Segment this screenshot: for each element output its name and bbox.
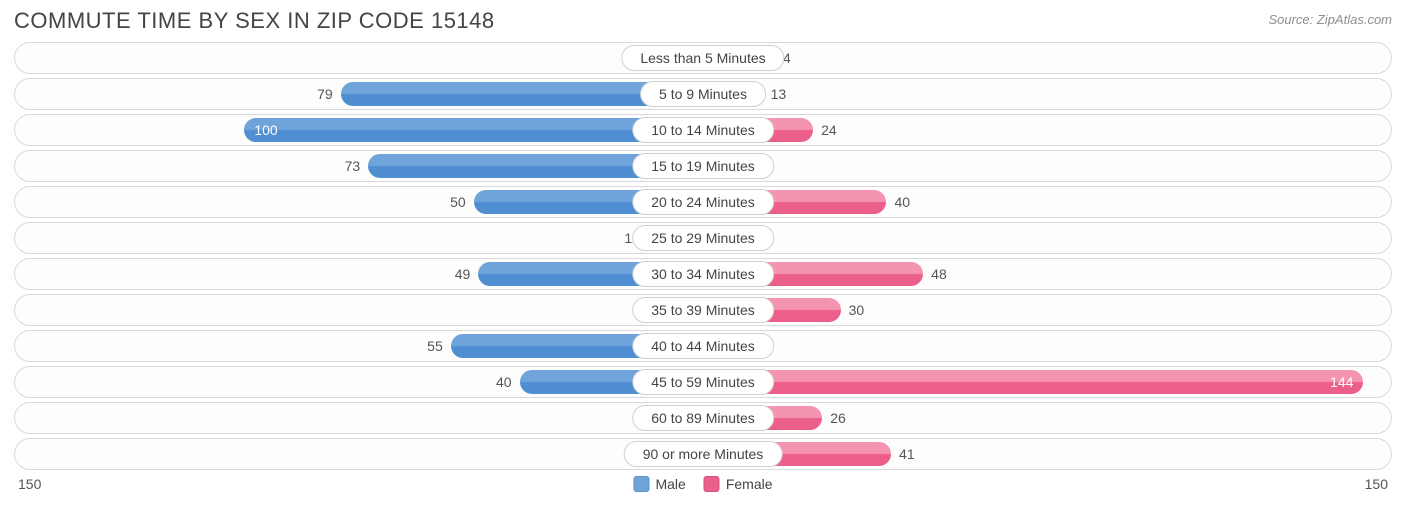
source-attribution: Source: ZipAtlas.com (1268, 8, 1392, 27)
male-half: 8 (15, 439, 703, 469)
female-value-label: 24 (813, 122, 845, 138)
male-half: 50 (15, 187, 703, 217)
category-label: 45 to 59 Minutes (632, 369, 774, 395)
category-label: 5 to 9 Minutes (640, 81, 766, 107)
table-row: 40 144 45 to 59 Minutes (14, 366, 1392, 398)
table-row: 5 30 35 to 39 Minutes (14, 294, 1392, 326)
female-half: 9 (703, 331, 1391, 361)
category-label: 60 to 89 Minutes (632, 405, 774, 431)
female-half: 14 (703, 43, 1391, 73)
female-half: 144 (703, 367, 1391, 397)
legend-female-label: Female (726, 476, 773, 492)
legend-male-label: Male (655, 476, 685, 492)
female-value-label: 13 (763, 86, 795, 102)
male-swatch-icon (633, 476, 649, 492)
x-axis: 150 Male Female 150 (0, 474, 1406, 492)
category-label: 25 to 29 Minutes (632, 225, 774, 251)
table-row: 3 26 60 to 89 Minutes (14, 402, 1392, 434)
table-row: 79 135 to 9 Minutes (14, 78, 1392, 110)
male-value-label: 50 (442, 194, 474, 210)
female-half: 4 (703, 223, 1391, 253)
category-label: 30 to 34 Minutes (632, 261, 774, 287)
legend-item-male: Male (633, 476, 685, 492)
table-row: 12425 to 29 Minutes (14, 222, 1392, 254)
female-value-label: 26 (822, 410, 854, 426)
female-value-label: 40 (886, 194, 918, 210)
female-value-label: 41 (891, 446, 923, 462)
male-value-label: 79 (309, 86, 341, 102)
header: COMMUTE TIME BY SEX IN ZIP CODE 15148 So… (0, 0, 1406, 38)
table-row: 73 215 to 19 Minutes (14, 150, 1392, 182)
legend-item-female: Female (704, 476, 773, 492)
male-value-label: 55 (419, 338, 451, 354)
male-half: 40 (15, 367, 703, 397)
female-half: 26 (703, 403, 1391, 433)
category-label: 40 to 44 Minutes (632, 333, 774, 359)
female-half: 24 (703, 115, 1391, 145)
female-value-label: 48 (923, 266, 955, 282)
axis-left-max: 150 (18, 476, 41, 492)
male-half: 5 (15, 295, 703, 325)
female-half: 13 (703, 79, 1391, 109)
female-half: 30 (703, 295, 1391, 325)
chart-title: COMMUTE TIME BY SEX IN ZIP CODE 15148 (14, 8, 495, 34)
category-label: 10 to 14 Minutes (632, 117, 774, 143)
male-half: 55 (15, 331, 703, 361)
table-row: 1014Less than 5 Minutes (14, 42, 1392, 74)
male-half: 100 (15, 115, 703, 145)
category-label: Less than 5 Minutes (621, 45, 784, 71)
female-half: 41 (703, 439, 1391, 469)
female-bar: 144 (683, 370, 1363, 394)
male-half: 10 (15, 43, 703, 73)
female-value-label: 30 (841, 302, 873, 318)
male-value-label: 40 (488, 374, 520, 390)
male-half: 12 (15, 223, 703, 253)
female-value-label: 144 (1330, 374, 1353, 390)
table-row: 50 40 20 to 24 Minutes (14, 186, 1392, 218)
male-value-label: 49 (447, 266, 479, 282)
male-half: 3 (15, 403, 703, 433)
legend: Male Female (633, 476, 772, 492)
male-half: 49 (15, 259, 703, 289)
female-half: 40 (703, 187, 1391, 217)
male-value-label: 100 (254, 122, 277, 138)
male-half: 79 (15, 79, 703, 109)
category-label: 35 to 39 Minutes (632, 297, 774, 323)
female-half: 2 (703, 151, 1391, 181)
category-label: 20 to 24 Minutes (632, 189, 774, 215)
axis-right-max: 150 (1365, 476, 1388, 492)
male-value-label: 73 (337, 158, 369, 174)
female-swatch-icon (704, 476, 720, 492)
diverging-bar-chart: 1014Less than 5 Minutes 79 135 to 9 Minute… (0, 38, 1406, 470)
category-label: 90 or more Minutes (624, 441, 783, 467)
female-half: 48 (703, 259, 1391, 289)
male-half: 73 (15, 151, 703, 181)
table-row: 55 940 to 44 Minutes (14, 330, 1392, 362)
table-row: 8 41 90 or more Minutes (14, 438, 1392, 470)
table-row: 49 48 30 to 34 Minutes (14, 258, 1392, 290)
category-label: 15 to 19 Minutes (632, 153, 774, 179)
table-row: 100 24 10 to 14 Minutes (14, 114, 1392, 146)
